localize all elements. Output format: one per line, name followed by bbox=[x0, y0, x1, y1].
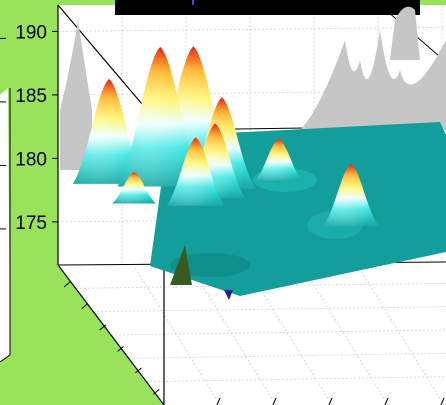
gridline-floor bbox=[246, 267, 333, 405]
z-tick-label: 190 bbox=[15, 22, 47, 43]
floor-tick-mark bbox=[328, 397, 333, 405]
floor-tick-mark bbox=[440, 397, 445, 405]
gridline-floor bbox=[134, 267, 221, 405]
surface-underside bbox=[224, 290, 233, 300]
projection-shadows bbox=[60, 6, 446, 170]
gridline-floor bbox=[146, 376, 446, 383]
top-strip-mark bbox=[192, 0, 194, 5]
z-tick-label: 185 bbox=[15, 86, 47, 107]
floor-tick-mark bbox=[63, 281, 71, 288]
shadow-top-right bbox=[390, 6, 420, 61]
left-partial-pane bbox=[0, 88, 10, 362]
surface-peak-shine bbox=[254, 138, 303, 181]
floor-tick-mark bbox=[272, 397, 277, 405]
gridline-floor bbox=[190, 267, 277, 405]
gridline-z bbox=[57, 217, 446, 223]
surface-peak-shine bbox=[72, 78, 146, 184]
gridline-floor bbox=[128, 352, 446, 359]
surface bbox=[72, 46, 446, 300]
floor-tick-mark bbox=[117, 346, 124, 352]
axis-ticks: 175 180 185 190 bbox=[0, 22, 445, 405]
floor-tick-mark bbox=[152, 388, 160, 395]
top-black-strip bbox=[115, 0, 420, 15]
surface-dip bbox=[170, 253, 250, 277]
gridline-floor bbox=[93, 306, 446, 313]
left-partial-edge-2 bbox=[0, 354, 11, 363]
gridline-floor bbox=[358, 267, 445, 405]
gridline-z bbox=[57, 90, 446, 96]
floor-tick-mark bbox=[99, 324, 107, 331]
gridline-z bbox=[57, 27, 446, 32]
surface-peak-shine bbox=[166, 137, 225, 206]
shadow-right bbox=[300, 30, 446, 130]
floor-tick-mark bbox=[384, 397, 389, 405]
axis-edge-floor bbox=[57, 264, 165, 405]
surface-peak-shine bbox=[117, 46, 204, 187]
floor-tick-mark bbox=[216, 397, 221, 405]
floor-tick-mark bbox=[81, 303, 89, 309]
floor-tick-mark bbox=[135, 367, 142, 374]
z-tick-label: 180 bbox=[15, 149, 47, 170]
gridline-floor bbox=[302, 267, 389, 405]
z-tick-label: 175 bbox=[15, 213, 47, 234]
surface-peak-shine bbox=[323, 164, 379, 226]
shadow-left bbox=[60, 20, 92, 170]
surface-fold bbox=[170, 245, 192, 285]
surface-peak-shine bbox=[112, 172, 157, 204]
